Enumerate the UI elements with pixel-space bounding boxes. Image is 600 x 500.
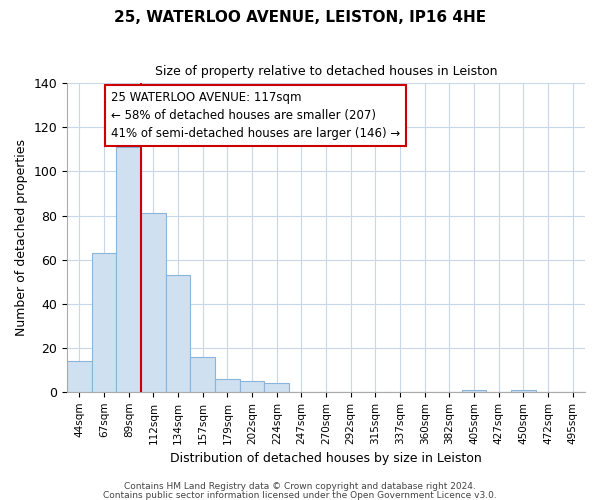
Bar (511, 390, 536, 392)
Bar (215, 378, 240, 392)
Title: Size of property relative to detached houses in Leiston: Size of property relative to detached ho… (155, 65, 497, 78)
X-axis label: Distribution of detached houses by size in Leiston: Distribution of detached houses by size … (170, 452, 482, 465)
Text: 25, WATERLOO AVENUE, LEISTON, IP16 4HE: 25, WATERLOO AVENUE, LEISTON, IP16 4HE (114, 10, 486, 25)
Bar (67, 361, 92, 392)
Bar (116, 147, 141, 392)
Bar (166, 275, 190, 392)
Bar (190, 356, 215, 392)
Bar (240, 381, 265, 392)
Text: Contains public sector information licensed under the Open Government Licence v3: Contains public sector information licen… (103, 490, 497, 500)
Bar (265, 383, 289, 392)
Bar (92, 253, 116, 392)
Text: Contains HM Land Registry data © Crown copyright and database right 2024.: Contains HM Land Registry data © Crown c… (124, 482, 476, 491)
Bar (462, 390, 487, 392)
Text: 25 WATERLOO AVENUE: 117sqm
← 58% of detached houses are smaller (207)
41% of sem: 25 WATERLOO AVENUE: 117sqm ← 58% of deta… (111, 91, 400, 140)
Y-axis label: Number of detached properties: Number of detached properties (15, 139, 28, 336)
Bar (141, 214, 166, 392)
